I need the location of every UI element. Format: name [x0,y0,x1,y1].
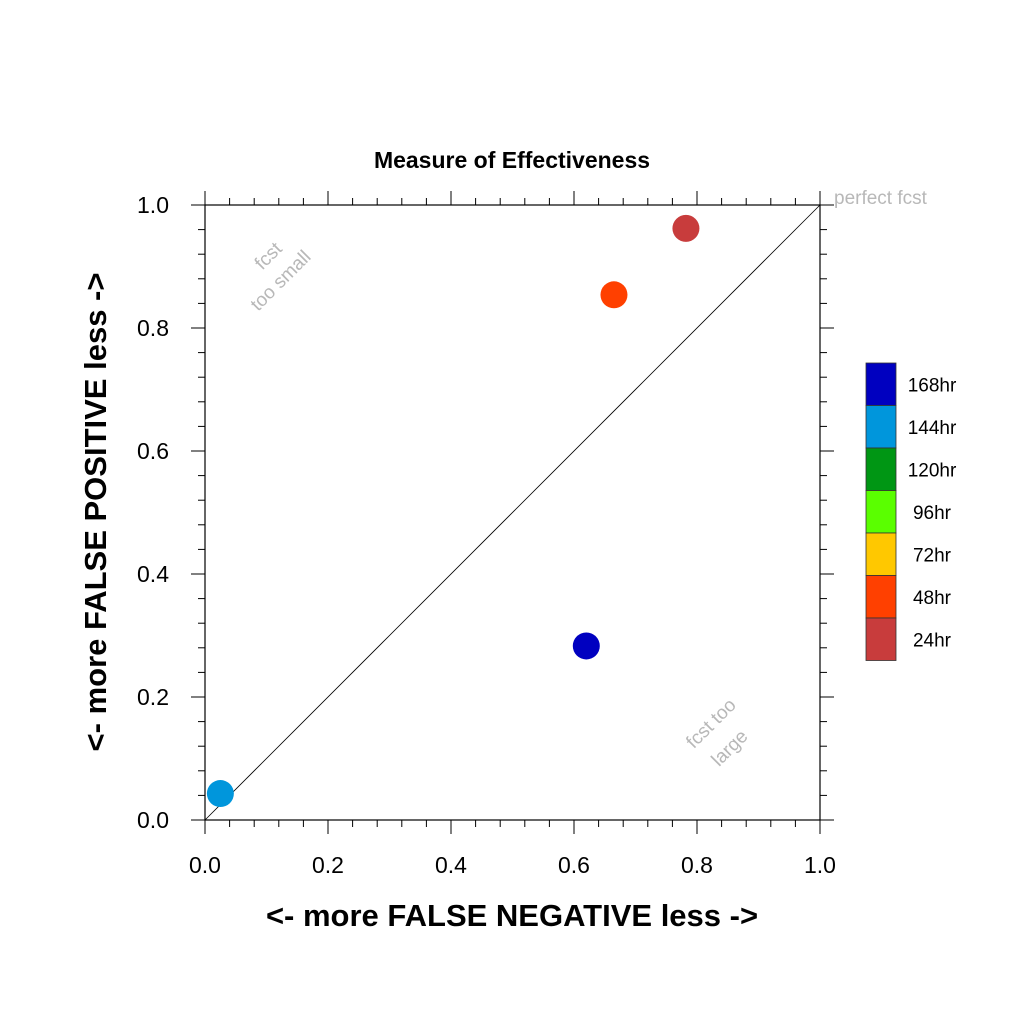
reference-diagonal-line [204,204,821,821]
x-tick-label: 0.4 [435,852,467,878]
x-axis-title: <- more FALSE NEGATIVE less -> [266,898,758,933]
data-point-168hr [572,632,600,660]
data-point-48hr [600,281,628,309]
legend-swatch-120hr [865,447,897,491]
legend: 168hr 144hr 120hr 96hr 72hr 48hr 24hr [865,362,957,661]
x-tick-label: 0.0 [189,852,221,878]
y-tick-label: 0.4 [137,561,169,587]
legend-swatch-48hr [865,575,897,619]
legend-swatch-72hr [865,532,897,576]
legend-label-72hr: 72hr [913,545,952,566]
x-tick-label: 0.2 [312,852,344,878]
annotation-perfect-fcst: perfect fcst [834,188,928,209]
x-tick-label: 1.0 [804,852,836,878]
data-point-144hr [206,780,234,808]
plot-area: 0.0 0.2 0.4 0.6 0.8 1.0 0.0 0.2 0.4 0.6 0.8 1.0 perf… [137,188,928,878]
y-tick-label: 0.6 [137,438,169,464]
x-tick-label: 0.8 [681,852,713,878]
data-point-24hr [672,214,700,242]
legend-label-96hr: 96hr [913,503,952,524]
legend-swatch-96hr [865,490,897,534]
y-tick-label: 0.8 [137,315,169,341]
legend-label-24hr: 24hr [913,630,952,651]
y-tick-label: 1.0 [137,192,169,218]
axis-ticks [191,191,834,834]
y-tick-label: 0.0 [137,807,169,833]
y-axis-title: <- more FALSE POSITIVE less -> [78,273,113,752]
legend-label-48hr: 48hr [913,588,952,609]
legend-label-144hr: 144hr [908,418,957,439]
chart-title: Measure of Effectiveness [374,147,650,173]
legend-label-120hr: 120hr [908,460,957,481]
legend-swatch-168hr [865,362,897,406]
legend-label-168hr: 168hr [908,375,957,396]
legend-swatch-144hr [865,405,897,449]
legend-swatch-24hr [865,617,897,661]
plot-frame [204,204,821,821]
x-tick-label: 0.6 [558,852,590,878]
y-tick-label: 0.2 [137,684,169,710]
